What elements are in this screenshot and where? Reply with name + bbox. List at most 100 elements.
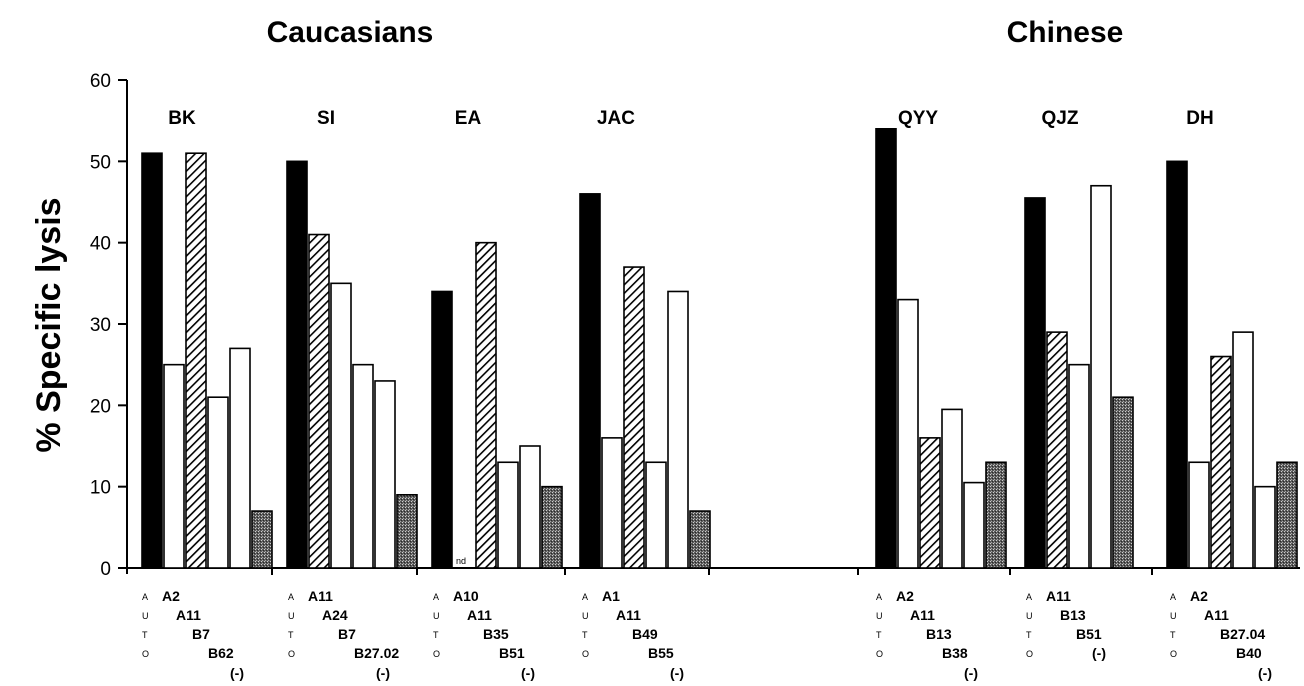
bar-jac-2 [601, 437, 623, 569]
bar-ea-5 [519, 445, 541, 569]
bar-jac-4 [645, 461, 667, 569]
donor-label-qyy: QYY [898, 108, 938, 129]
bar-qjz-1 [1024, 197, 1046, 569]
donor-label-ea: EA [455, 108, 482, 129]
allele-label: B13 [1060, 607, 1086, 623]
donor-bars-jac [579, 193, 711, 569]
allele-label: B7 [192, 626, 210, 642]
y-axis-label: % Specific lysis [30, 197, 68, 452]
bar-si-2 [308, 233, 330, 569]
allele-label: A11 [308, 588, 333, 604]
bar-bk-2 [163, 363, 185, 569]
bar-jac-5 [667, 290, 689, 569]
allele-label: B62 [208, 645, 234, 661]
allele-label: A11 [176, 607, 201, 623]
allele-label: B51 [1076, 626, 1102, 642]
y-tick-label-20: 20 [90, 396, 111, 417]
allele-row-letter: O [288, 649, 295, 659]
donor-bars-si [286, 160, 418, 569]
donor-bars-dh [1166, 160, 1298, 569]
bar-qyy-4 [941, 408, 963, 569]
allele-row-letter: U [876, 611, 883, 621]
donor-labels: BK SI EA JAC QYY QJZ DH [168, 108, 1213, 129]
allele-label: A10 [453, 588, 479, 604]
bar-si-1 [286, 160, 308, 569]
allele-row-letter: A [1026, 592, 1032, 602]
allele-label: A11 [616, 607, 641, 623]
allele-label: (-) [521, 665, 535, 681]
allele-label: A11 [910, 607, 935, 623]
y-tick-label-40: 40 [90, 234, 111, 255]
donor-bars-bk [141, 152, 273, 569]
allele-label: A1 [602, 588, 620, 604]
donor-label-si: SI [317, 108, 335, 129]
donor-label-bk: BK [168, 108, 196, 129]
allele-row-letter: T [288, 630, 294, 640]
allele-row-letter: A [1170, 592, 1176, 602]
allele-row-letter: T [1026, 630, 1032, 640]
allele-labels: AUTOA2A11B7B62(-)AUTOA11A24B7B27.02(-)AU… [142, 588, 1272, 681]
allele-row-letter: U [1026, 611, 1033, 621]
allele-row-letter: T [142, 630, 148, 640]
allele-row-letter: A [876, 592, 882, 602]
bar-dh-1 [1166, 160, 1188, 569]
bar-ea-4 [497, 461, 519, 569]
allele-label: (-) [1092, 645, 1106, 661]
allele-label: B27.04 [1220, 626, 1265, 642]
donor-bars-ea: nd [431, 241, 563, 569]
allele-label: B51 [499, 645, 525, 661]
allele-label: (-) [1258, 665, 1272, 681]
allele-label: (-) [964, 665, 978, 681]
bar-nd-label: nd [456, 556, 466, 566]
bar-si-4 [352, 363, 374, 569]
bar-dh-4 [1232, 331, 1254, 569]
bar-qyy-3 [919, 437, 941, 569]
donor-bars-qyy [875, 128, 1007, 569]
bar-bk-5 [229, 347, 251, 569]
bar-qjz-2 [1046, 331, 1068, 569]
allele-row-letter: O [433, 649, 440, 659]
allele-label: A2 [896, 588, 914, 604]
y-tick-label-60: 60 [90, 71, 111, 92]
allele-label: A24 [322, 607, 348, 623]
allele-row-letter: O [582, 649, 589, 659]
allele-row-letter: U [433, 611, 440, 621]
donor-label-jac: JAC [597, 108, 635, 129]
allele-row-letter: O [142, 649, 149, 659]
allele-label: (-) [670, 665, 684, 681]
allele-row-letter: U [582, 611, 589, 621]
group-header-caucasians: Caucasians [267, 16, 434, 49]
bar-dh-2 [1188, 461, 1210, 569]
bar-si-3 [330, 282, 352, 569]
bar-ea-1 [431, 290, 453, 569]
bar-qjz-4 [1090, 184, 1112, 569]
bar-si-5 [374, 380, 396, 569]
bar-jac-1 [579, 193, 601, 569]
allele-row-letter: T [876, 630, 882, 640]
allele-row-letter: T [433, 630, 439, 640]
allele-label: B35 [483, 626, 509, 642]
group-header-chinese: Chinese [1007, 16, 1124, 49]
bar-dh-6 [1276, 461, 1298, 569]
bar-jac-6 [689, 510, 711, 569]
allele-row-letter: O [1026, 649, 1033, 659]
bar-bk-1 [141, 152, 163, 569]
allele-row-letter: O [876, 649, 883, 659]
bar-bk-6 [251, 510, 273, 569]
group-headers: Caucasians Chinese [267, 16, 1124, 49]
bar-qjz-3 [1068, 363, 1090, 569]
allele-row-letter: A [433, 592, 439, 602]
bar-bk-3 [185, 152, 207, 569]
bar-dh-3 [1210, 355, 1232, 569]
bar-ea-3 [475, 241, 497, 569]
bar-qjz-5 [1112, 396, 1134, 569]
bar-qyy-6 [985, 461, 1007, 569]
allele-label: B38 [942, 645, 968, 661]
bar-dh-5 [1254, 485, 1276, 569]
allele-label: B7 [338, 626, 356, 642]
allele-row-letter: T [582, 630, 588, 640]
allele-label: A2 [162, 588, 180, 604]
